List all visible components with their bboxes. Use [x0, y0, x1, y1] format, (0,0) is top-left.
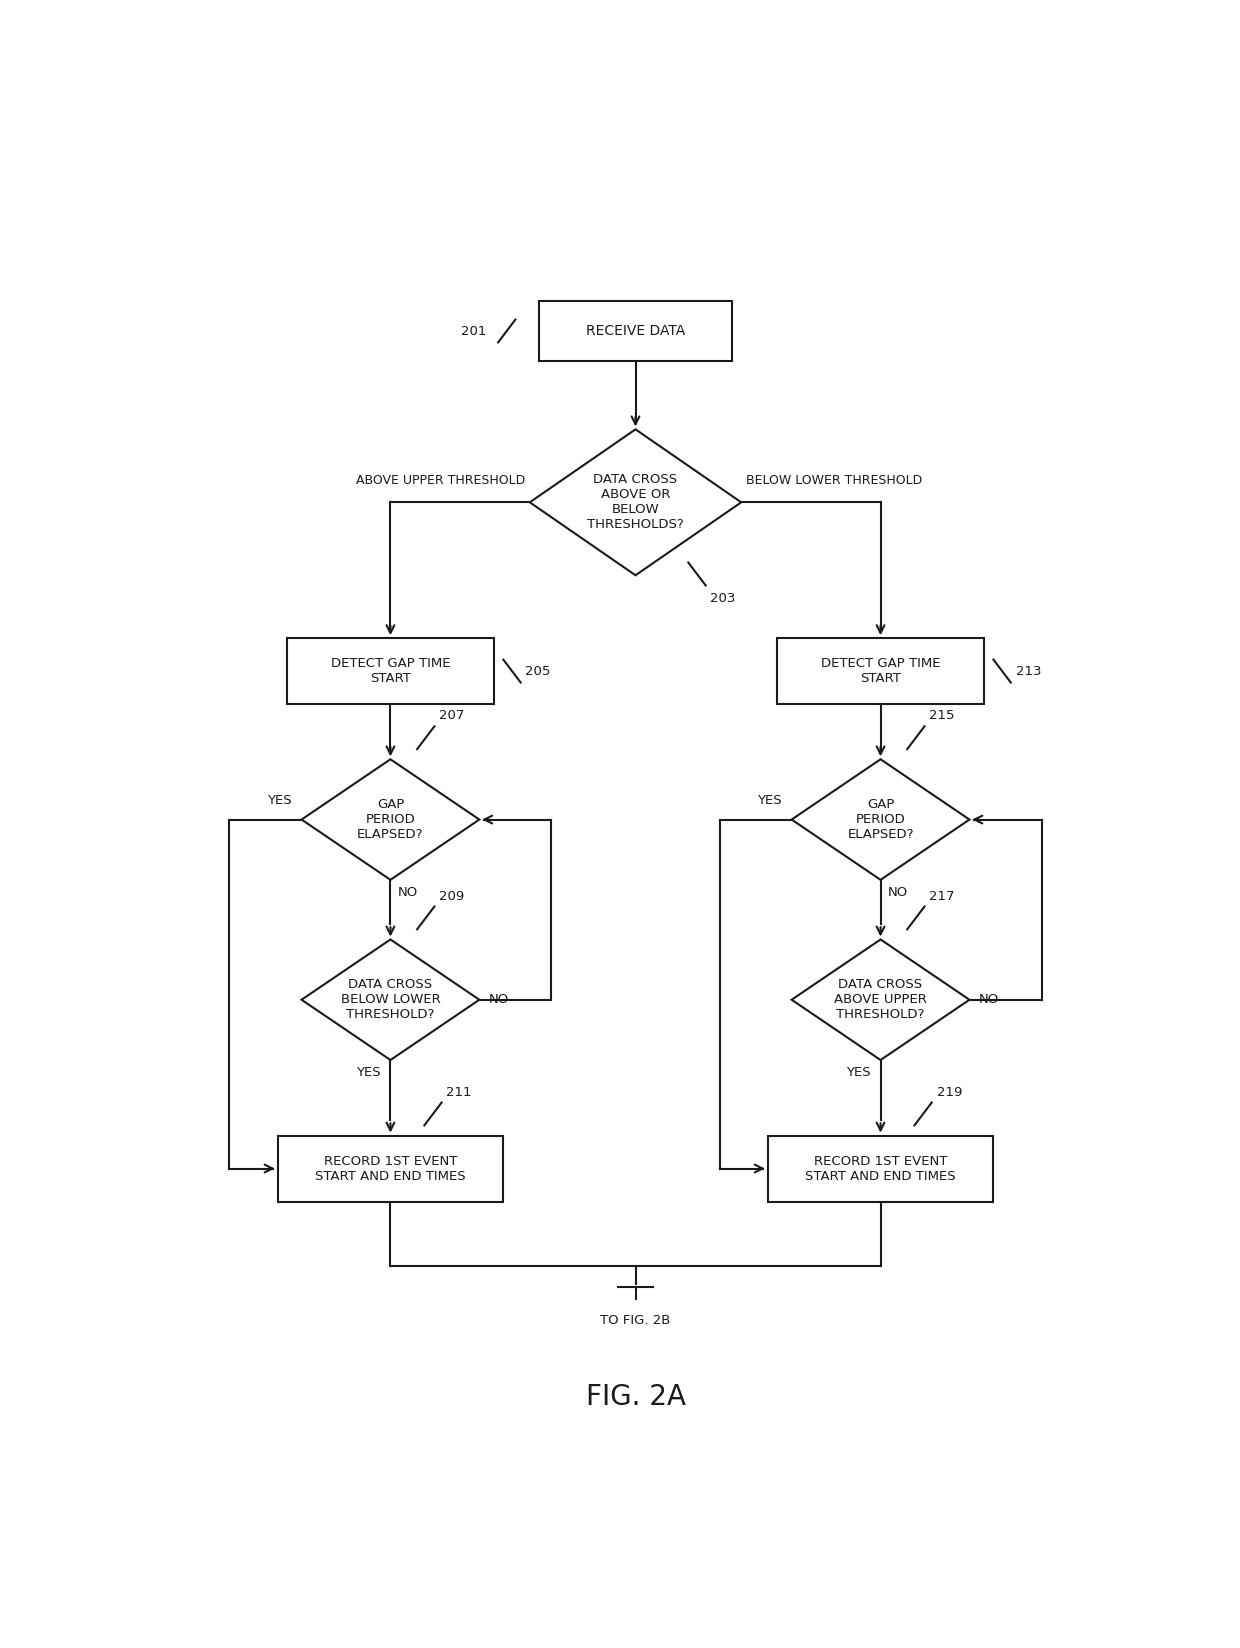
Text: 203: 203 [711, 592, 735, 605]
Text: 215: 215 [929, 710, 955, 722]
Text: RECORD 1ST EVENT
START AND END TIMES: RECORD 1ST EVENT START AND END TIMES [805, 1155, 956, 1183]
Text: NO: NO [489, 994, 510, 1007]
Polygon shape [791, 939, 970, 1060]
Text: GAP
PERIOD
ELAPSED?: GAP PERIOD ELAPSED? [847, 798, 914, 840]
Text: NO: NO [888, 887, 909, 900]
Text: NO: NO [980, 994, 999, 1007]
Polygon shape [529, 430, 742, 575]
Bar [768, 1135, 993, 1201]
Text: TO FIG. 2B: TO FIG. 2B [600, 1315, 671, 1327]
Text: YES: YES [847, 1066, 870, 1079]
Text: 217: 217 [929, 890, 955, 903]
Text: 205: 205 [526, 664, 551, 677]
Text: 209: 209 [439, 890, 465, 903]
Polygon shape [301, 760, 480, 880]
Text: DETECT GAP TIME
START: DETECT GAP TIME START [331, 658, 450, 686]
Bar [777, 638, 983, 704]
Bar [539, 300, 732, 361]
Bar [288, 638, 494, 704]
Text: YES: YES [268, 794, 291, 808]
Text: DATA CROSS
ABOVE UPPER
THRESHOLD?: DATA CROSS ABOVE UPPER THRESHOLD? [835, 979, 928, 1022]
Polygon shape [791, 760, 970, 880]
Text: DETECT GAP TIME
START: DETECT GAP TIME START [821, 658, 940, 686]
Text: 201: 201 [461, 325, 486, 338]
Text: 211: 211 [446, 1086, 472, 1099]
Text: RECEIVE DATA: RECEIVE DATA [585, 325, 686, 338]
Text: FIG. 2A: FIG. 2A [585, 1383, 686, 1411]
Text: GAP
PERIOD
ELAPSED?: GAP PERIOD ELAPSED? [357, 798, 424, 840]
Text: YES: YES [356, 1066, 381, 1079]
Polygon shape [301, 939, 480, 1060]
Text: DATA CROSS
BELOW LOWER
THRESHOLD?: DATA CROSS BELOW LOWER THRESHOLD? [341, 979, 440, 1022]
Text: YES: YES [758, 794, 782, 808]
Text: 213: 213 [1016, 664, 1042, 677]
Text: ABOVE UPPER THRESHOLD: ABOVE UPPER THRESHOLD [356, 475, 525, 488]
Text: 207: 207 [439, 710, 465, 722]
Text: BELOW LOWER THRESHOLD: BELOW LOWER THRESHOLD [746, 475, 923, 488]
Text: NO: NO [398, 887, 418, 900]
Text: 219: 219 [936, 1086, 962, 1099]
Bar [278, 1135, 503, 1201]
Text: DATA CROSS
ABOVE OR
BELOW
THRESHOLDS?: DATA CROSS ABOVE OR BELOW THRESHOLDS? [587, 473, 684, 531]
Text: RECORD 1ST EVENT
START AND END TIMES: RECORD 1ST EVENT START AND END TIMES [315, 1155, 466, 1183]
